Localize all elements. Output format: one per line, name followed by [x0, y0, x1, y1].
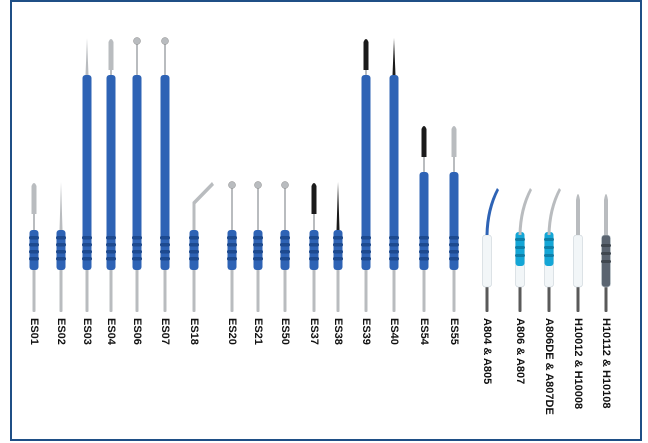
electrode-es50 [280, 181, 290, 312]
electrode-es20 [227, 181, 237, 312]
electrode-es06 [132, 37, 142, 312]
electrode-label-es40: ES40 [388, 318, 400, 345]
electrode-es02 [56, 182, 66, 312]
electrode-label-es39: ES39 [360, 318, 372, 345]
electrode-label-es54: ES54 [418, 318, 430, 345]
electrode-es37 [309, 183, 319, 312]
electrode-label-es01: ES01 [28, 318, 40, 345]
electrode-label-es55: ES55 [448, 318, 460, 345]
electrode-label-h10012: H10012 & H10008 [572, 318, 584, 410]
electrode-label-es38: ES38 [332, 318, 344, 345]
electrode-label-h10112: H10112 & H10108 [600, 318, 612, 409]
electrode-label-es21: ES21 [252, 318, 264, 345]
electrode-es07 [160, 37, 170, 312]
electrode-a806de [544, 188, 561, 312]
electrode-es40 [389, 38, 399, 312]
catalog-frame [10, 0, 642, 441]
electrode-label-a806de: A806DE & A807DE [543, 318, 555, 415]
electrode-es38 [333, 182, 343, 312]
electrode-es39 [361, 39, 371, 312]
electrode-label-a806: A806 & A807 [514, 318, 526, 385]
electrode-label-es04: ES04 [105, 318, 117, 345]
electrode-label-es07: ES07 [159, 318, 171, 345]
electrode-es55 [449, 126, 459, 312]
electrode-es03 [82, 38, 92, 312]
electrode-label-es50: ES50 [279, 318, 291, 345]
electrode-label-es03: ES03 [81, 318, 93, 345]
electrode-es18 [189, 182, 214, 312]
electrode-es21 [253, 181, 263, 312]
electrode-label-es06: ES06 [131, 318, 143, 345]
electrode-label-es37: ES37 [308, 318, 320, 345]
electrode-label-es18: ES18 [188, 318, 200, 345]
frame-top-border [10, 0, 642, 2]
electrode-label-es02: ES02 [55, 318, 67, 345]
electrode-es04 [106, 39, 116, 312]
electrode-es54 [419, 126, 429, 312]
electrode-label-es20: ES20 [226, 318, 238, 345]
electrode-es01 [29, 183, 39, 312]
electrode-label-a804: A804 & A805 [481, 318, 493, 385]
electrode-h10012 [573, 194, 583, 312]
electrode-a804 [482, 188, 499, 312]
electrode-a806 [515, 188, 532, 312]
electrode-h10112 [601, 194, 611, 312]
